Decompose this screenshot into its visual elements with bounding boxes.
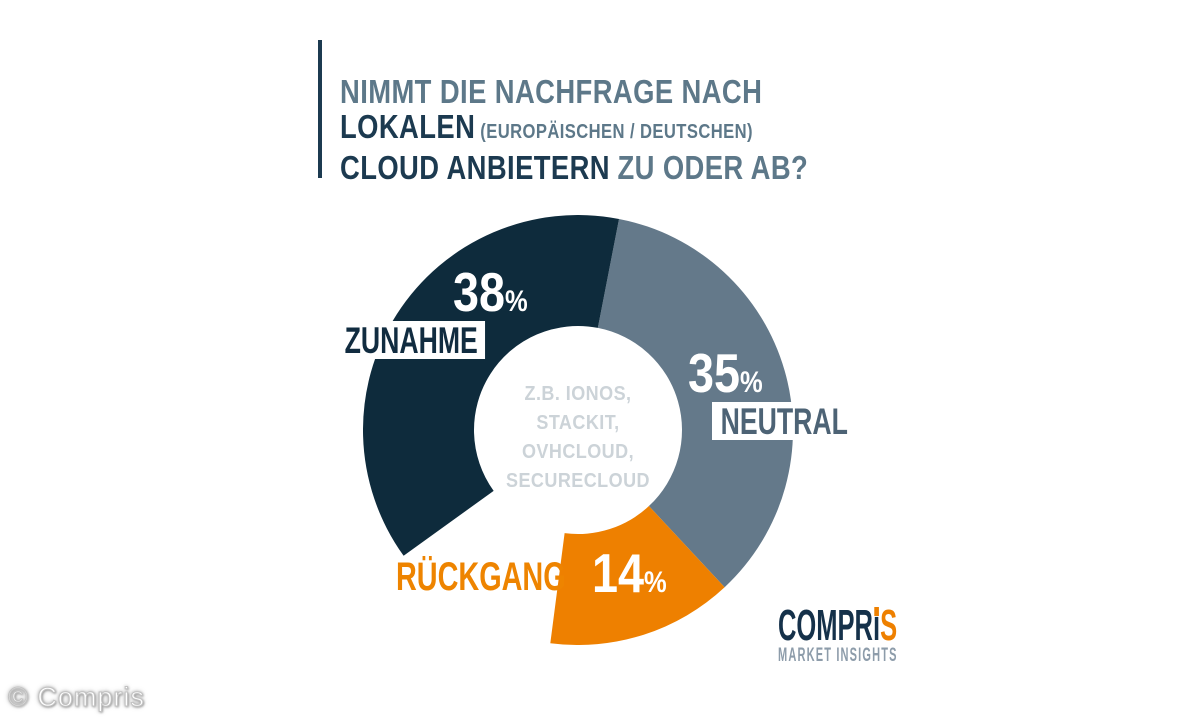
title-line-3: CLOUD ANBIETERN ZU ODER AB? (340, 149, 809, 186)
percent-sign: % (740, 366, 763, 399)
page-title: NIMMT DIE NACHFRAGE NACH LOKALEN (EUROPÄI… (340, 74, 808, 185)
label-rueckgang: RÜCKGANG (396, 555, 566, 599)
center-example-line: STACKIT, (536, 412, 620, 434)
center-example-line: Z.B. IONOS, (524, 383, 632, 405)
label-neutral: NEUTRAL (712, 402, 856, 440)
percent-sign: % (505, 285, 528, 318)
copyright-watermark: © Compris (8, 682, 145, 713)
compris-logo-wordmark: COMPRı S (778, 601, 898, 650)
compris-logo-subline: MARKET INSIGHTS (778, 645, 898, 666)
logo-letter-i: ı (872, 601, 881, 650)
value-neutral: 35% (688, 342, 763, 404)
compris-logo: COMPRı S MARKET INSIGHTS (778, 601, 898, 666)
logo-i-dot (874, 607, 879, 616)
value-zunahme: 38% (453, 261, 528, 323)
donut-segment-rückgang (550, 506, 725, 645)
center-example-line: SECURECLOUD (506, 470, 650, 492)
donut-segment-zunahme (363, 215, 620, 556)
donut-center-examples: Z.B. IONOS, STACKIT, OVHCLOUD, SECURECLO… (488, 380, 668, 496)
center-example-line: OVHCLOUD, (521, 441, 635, 463)
donut-segment-neutral (597, 218, 793, 588)
value-rueckgang: 14% (592, 542, 667, 604)
donut-chart (363, 215, 793, 645)
title-line-2: LOKALEN (EUROPÄISCHEN / DEUTSCHEN) (340, 108, 753, 145)
label-zunahme: ZUNAHME (336, 321, 486, 359)
title-accent-rule (318, 40, 322, 178)
title-line-1: NIMMT DIE NACHFRAGE NACH (340, 73, 763, 110)
percent-sign: % (644, 566, 667, 599)
